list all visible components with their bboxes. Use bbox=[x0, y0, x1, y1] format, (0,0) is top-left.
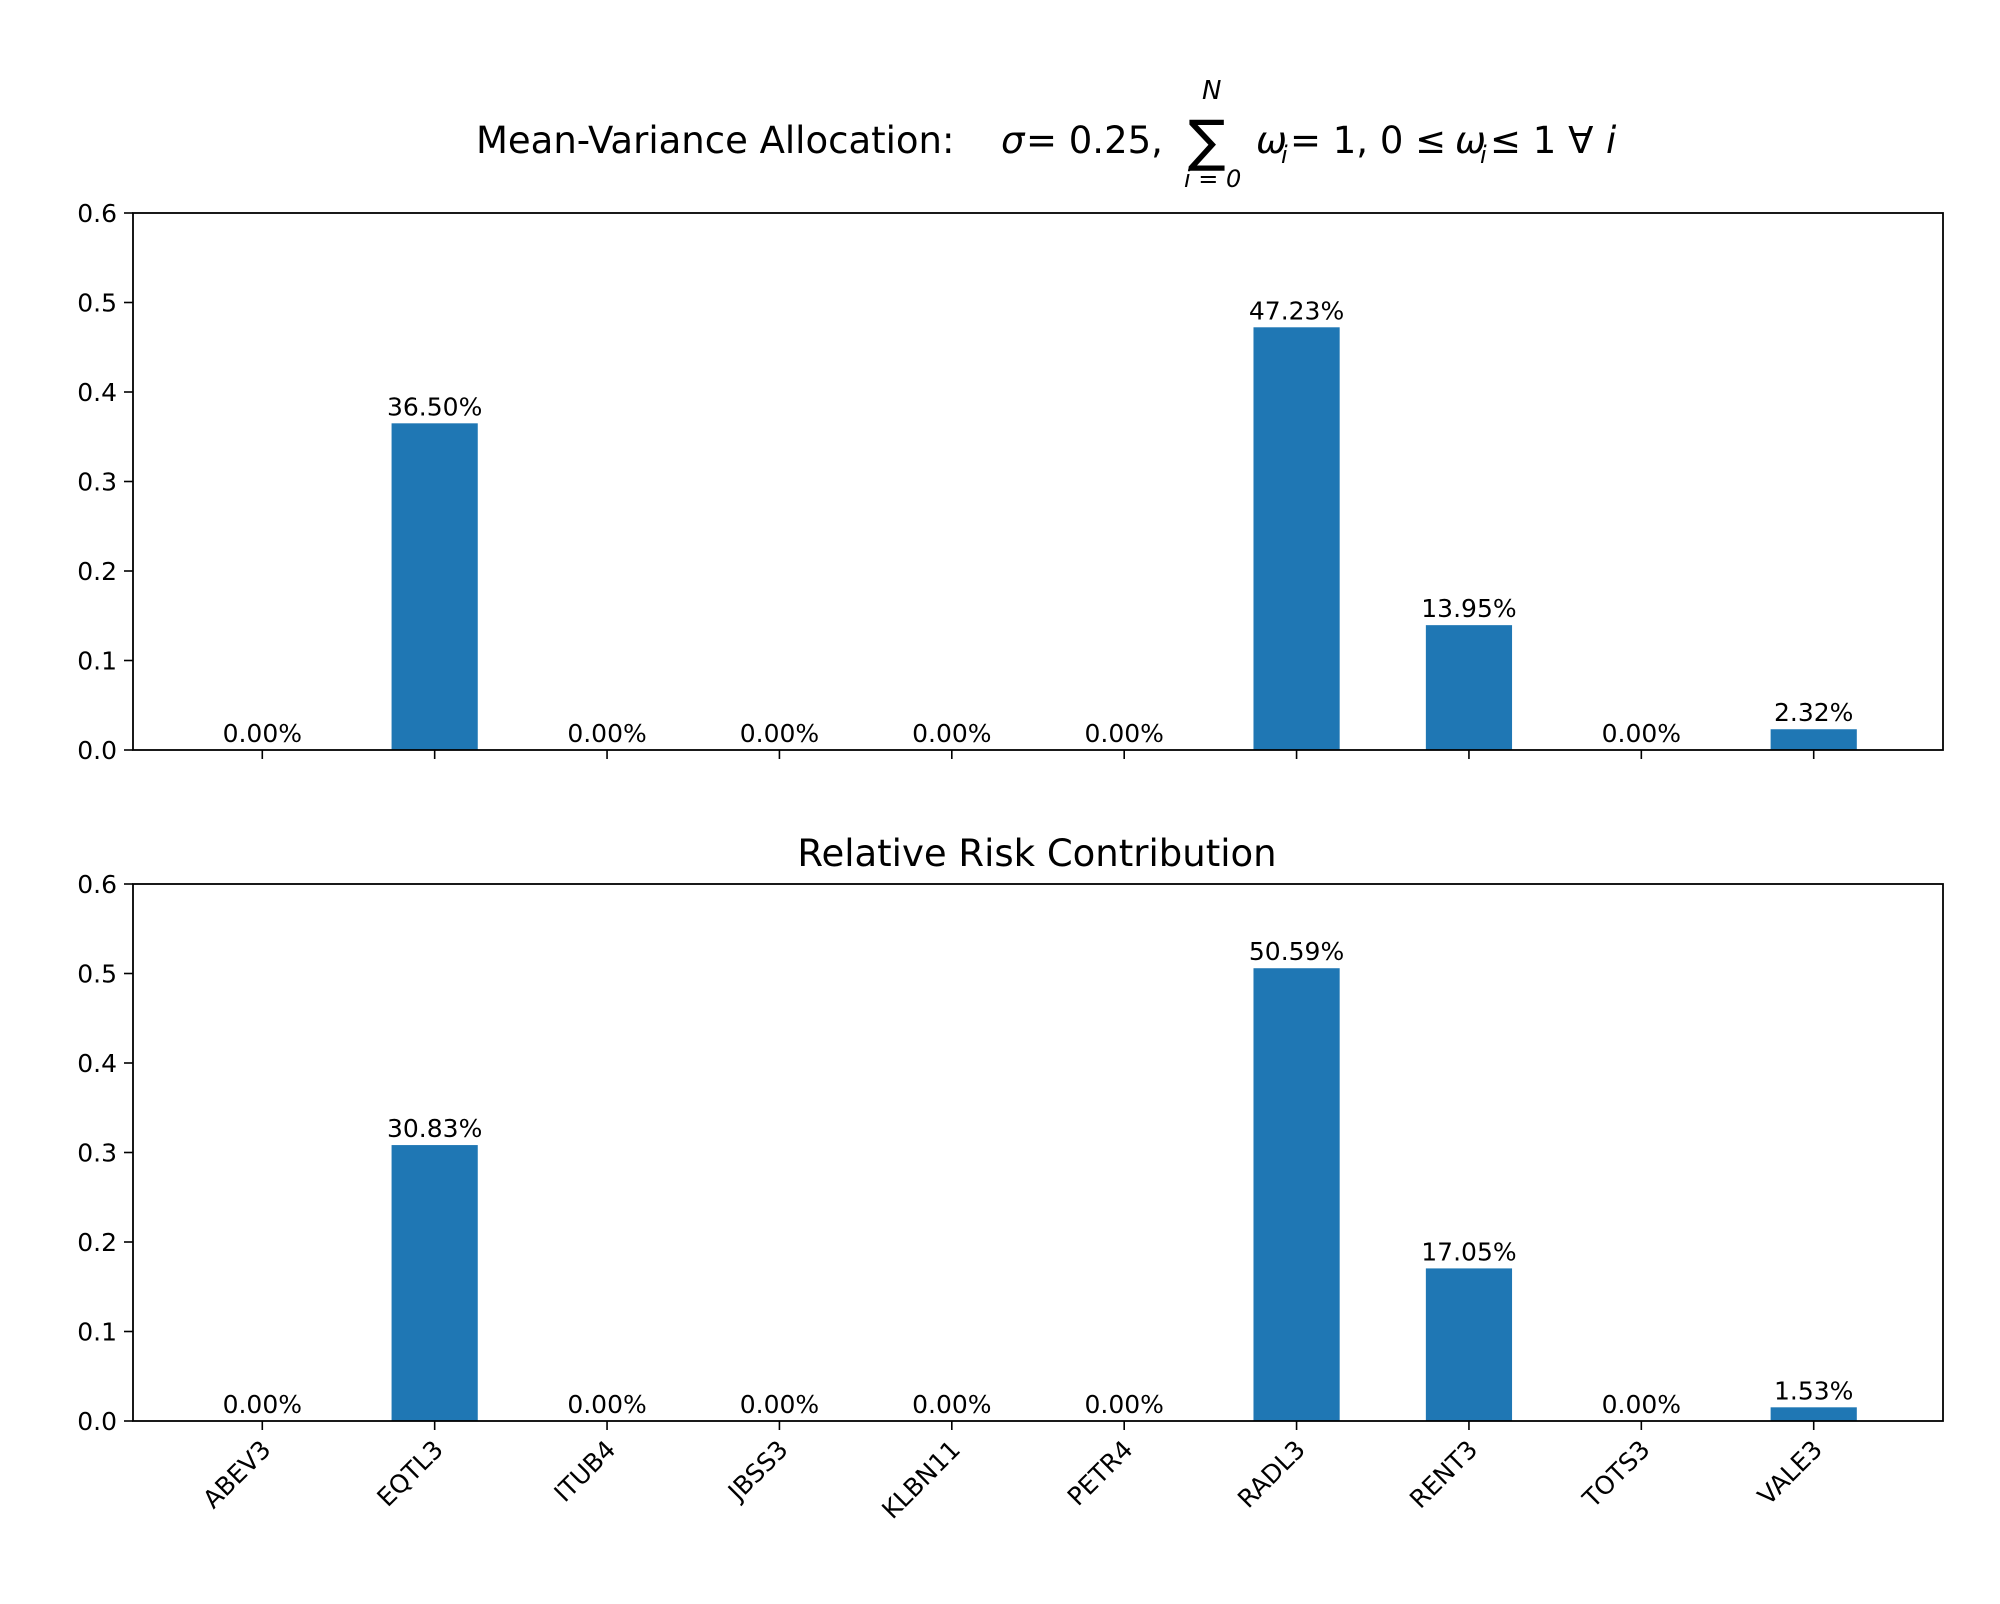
risk-y-tick-label: 0.4 bbox=[77, 1049, 117, 1078]
risk-bar-vale3 bbox=[1770, 1407, 1857, 1421]
alloc-axes-frame bbox=[132, 212, 1944, 751]
risk-y-tick-label: 0.6 bbox=[77, 870, 117, 899]
risk-category-label-itub4: ITUB4 bbox=[548, 1435, 621, 1508]
risk-data-label-radl3: 50.59% bbox=[1249, 937, 1344, 966]
title-constraint-i: i bbox=[1606, 119, 1617, 162]
alloc-y-tick-label: 0.3 bbox=[77, 468, 117, 497]
chart-title-bottom: Relative Risk Contribution bbox=[797, 832, 1276, 875]
title-omega-sub: i bbox=[1281, 141, 1288, 169]
alloc-y-tick-label: 0.4 bbox=[77, 378, 117, 407]
alloc-bar-radl3 bbox=[1253, 327, 1340, 750]
alloc-y-tick-label: 0.1 bbox=[77, 647, 117, 676]
risk-data-label-itub4: 0.00% bbox=[567, 1390, 646, 1419]
alloc-data-label-abev3: 0.00% bbox=[223, 719, 302, 748]
risk-bar-radl3 bbox=[1253, 968, 1340, 1421]
alloc-bar-vale3 bbox=[1770, 729, 1857, 750]
alloc-data-label-tots3: 0.00% bbox=[1602, 719, 1681, 748]
risk-data-label-abev3: 0.00% bbox=[223, 1390, 302, 1419]
alloc-data-label-radl3: 47.23% bbox=[1249, 296, 1344, 325]
alloc-data-label-rent3: 13.95% bbox=[1421, 594, 1516, 623]
alloc-data-label-itub4: 0.00% bbox=[567, 719, 646, 748]
risk-category-label-radl3: RADL3 bbox=[1232, 1435, 1311, 1514]
title-sigma-value: = 0.25, bbox=[1026, 119, 1163, 162]
risk-category-label-vale3: VALE3 bbox=[1752, 1435, 1828, 1511]
alloc-bar-eqtl3 bbox=[391, 423, 478, 750]
title-sum-symbol: ∑ bbox=[1188, 109, 1226, 174]
title-sum-lower: i = 0 bbox=[1184, 165, 1241, 193]
risk-y-tick-label: 0.5 bbox=[77, 960, 117, 989]
risk-category-label-klbn11: KLBN11 bbox=[876, 1435, 966, 1525]
risk-data-label-rent3: 17.05% bbox=[1421, 1237, 1516, 1266]
risk-data-label-vale3: 1.53% bbox=[1774, 1376, 1853, 1405]
alloc-data-label-petr4: 0.00% bbox=[1084, 719, 1163, 748]
risk-y-tick-label: 0.1 bbox=[77, 1318, 117, 1347]
risk-y-tick-label: 0.3 bbox=[77, 1139, 117, 1168]
risk-y-tick-label: 0.2 bbox=[77, 1228, 117, 1257]
risk-category-label-petr4: PETR4 bbox=[1062, 1435, 1139, 1512]
title-sum-upper: N bbox=[1202, 76, 1221, 106]
risk-axes-frame bbox=[132, 883, 1944, 1422]
plot-risk-contribution: 0.00% ABEV3 30.83% EQTL3 0.00% ITUB4 0.00% JBSS… bbox=[77, 870, 1944, 1525]
risk-y-tick-label: 0.0 bbox=[77, 1407, 117, 1436]
alloc-data-label-jbss3: 0.00% bbox=[740, 719, 819, 748]
title-omega-sub-2: i bbox=[1480, 141, 1487, 169]
title-prefix: Mean-Variance Allocation: bbox=[476, 119, 954, 162]
risk-data-label-petr4: 0.00% bbox=[1084, 1390, 1163, 1419]
risk-category-label-eqtl3: EQTL3 bbox=[371, 1435, 448, 1512]
title-sigma: σ bbox=[1001, 119, 1026, 162]
risk-data-label-tots3: 0.00% bbox=[1602, 1390, 1681, 1419]
alloc-y-tick-label: 0.5 bbox=[77, 289, 117, 318]
alloc-y-tick-label: 0.0 bbox=[77, 736, 117, 765]
risk-data-label-eqtl3: 30.83% bbox=[387, 1114, 482, 1143]
alloc-data-label-klbn11: 0.00% bbox=[912, 719, 991, 748]
title-omega-2: ω bbox=[1455, 119, 1486, 162]
title-constraint-mid: = 1, 0 ≤ bbox=[1290, 119, 1446, 162]
risk-data-label-jbss3: 0.00% bbox=[740, 1390, 819, 1419]
risk-bar-rent3 bbox=[1425, 1268, 1513, 1421]
title-omega: ω bbox=[1256, 119, 1287, 162]
chart-title-top: Mean-Variance Allocation: σ = 0.25, N ∑ … bbox=[476, 76, 1617, 193]
risk-data-label-klbn11: 0.00% bbox=[912, 1390, 991, 1419]
risk-category-label-jbss3: JBSS3 bbox=[721, 1435, 794, 1508]
alloc-y-tick-label: 0.6 bbox=[77, 199, 117, 228]
risk-category-label-abev3: ABEV3 bbox=[197, 1435, 276, 1514]
plot-allocation: 0.00% 36.50% 0.00% 0.00% 0.00% 0.00% 47.23% 13.… bbox=[77, 199, 1944, 765]
title-constraint-end: ≤ 1 ∀ bbox=[1490, 119, 1593, 162]
risk-category-label-tots3: TOTS3 bbox=[1576, 1435, 1655, 1514]
risk-category-label-rent3: RENT3 bbox=[1404, 1435, 1483, 1514]
alloc-y-tick-label: 0.2 bbox=[77, 557, 117, 586]
alloc-data-label-vale3: 2.32% bbox=[1774, 698, 1853, 727]
alloc-bar-rent3 bbox=[1425, 625, 1513, 750]
risk-bar-eqtl3 bbox=[391, 1145, 478, 1421]
alloc-data-label-eqtl3: 36.50% bbox=[387, 392, 482, 421]
